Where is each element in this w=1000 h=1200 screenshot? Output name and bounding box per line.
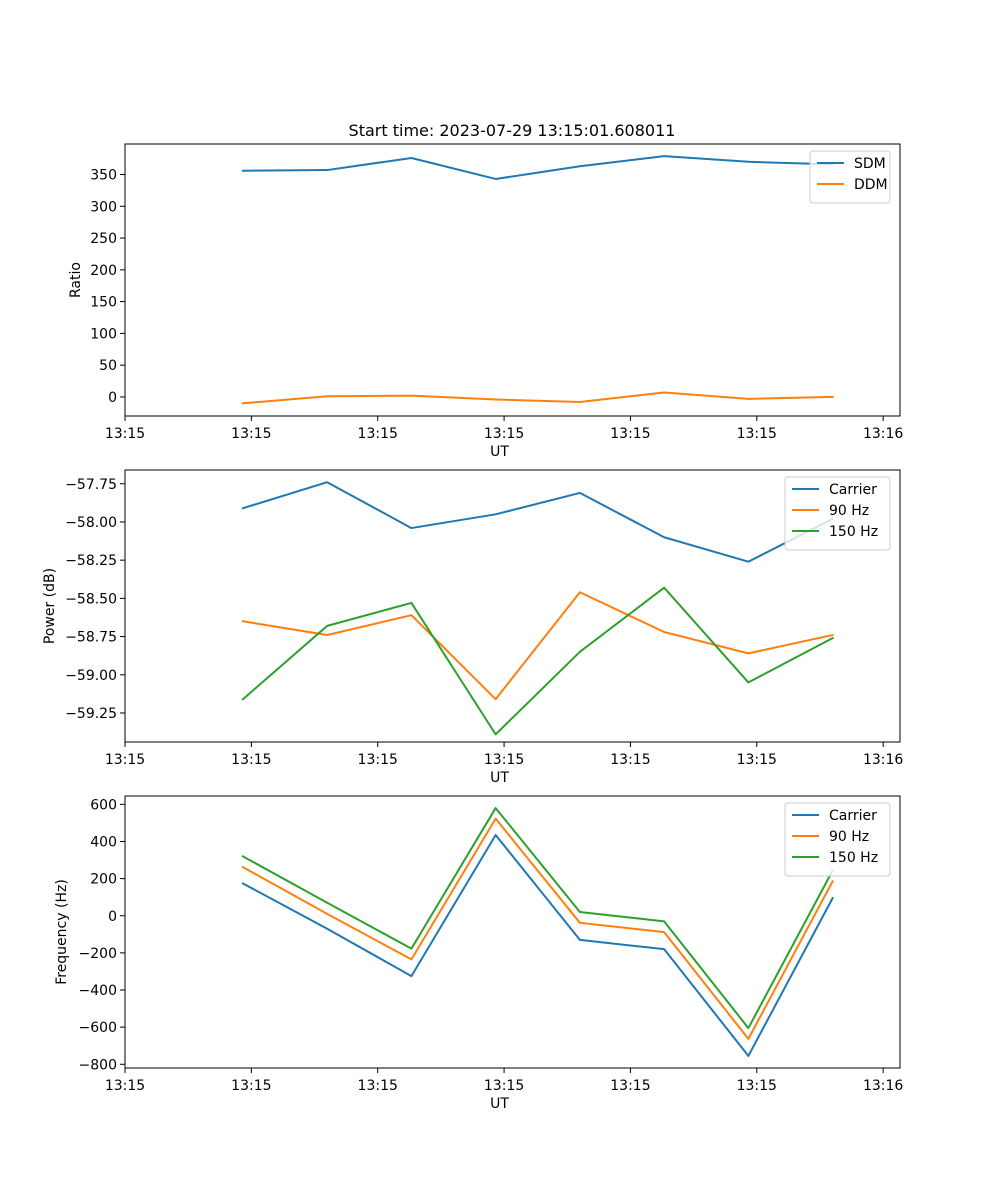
y-tick-label: −59.25 (65, 706, 117, 722)
y-axis-label: Ratio (68, 262, 84, 298)
y-tick-label: −58.75 (65, 630, 117, 646)
y-tick-label: 50 (99, 358, 117, 374)
y-tick-label: −57.75 (65, 477, 117, 493)
y-tick-label: 200 (90, 872, 117, 888)
y-tick-label: −59.00 (65, 668, 117, 684)
y-axis-label: Frequency (Hz) (54, 879, 70, 985)
x-tick-label: 13:15 (105, 752, 145, 768)
y-tick-label: −400 (79, 983, 117, 999)
y-tick-label: −600 (79, 1020, 117, 1036)
y-tick-label: 600 (90, 797, 117, 813)
series-line-150-hz (241, 807, 834, 1030)
series-line-sdm (241, 155, 834, 180)
x-tick-label: 13:15 (231, 426, 271, 442)
series-line-carrier (241, 481, 834, 563)
y-tick-label: 150 (90, 295, 117, 311)
x-tick-label: 13:15 (737, 752, 777, 768)
legend-label: 90 Hz (829, 829, 869, 845)
series-line-150-hz (241, 586, 834, 736)
legend-label: Carrier (829, 482, 877, 498)
legend-label: Carrier (829, 808, 877, 824)
x-tick-label: 13:15 (484, 752, 524, 768)
x-tick-label: 13:16 (863, 426, 903, 442)
axes-frame (124, 795, 901, 1069)
x-tick-label: 13:15 (105, 426, 145, 442)
legend: SDM DDM (809, 150, 891, 204)
x-tick-label: 13:15 (484, 1078, 524, 1094)
plots: 13:15 13:15 13:15 13:15 13:15 13:15 13:16 0 50 10… (42, 143, 903, 1112)
axes-frame (124, 469, 901, 743)
y-tick-label: −58.50 (65, 591, 117, 607)
x-tick-label: 13:15 (610, 1078, 650, 1094)
x-tick-label: 13:15 (358, 1078, 398, 1094)
x-axis-label: UT (490, 770, 509, 786)
subplot-2: 13:15 13:15 13:15 13:15 13:15 13:15 13:16 −59.2… (42, 469, 903, 786)
y-tick-label: 400 (90, 834, 117, 850)
legend-label: SDM (854, 156, 886, 172)
y-tick-label: 100 (90, 326, 117, 342)
subplot-3: 13:15 13:15 13:15 13:15 13:15 13:15 13:16 −800 −… (54, 795, 903, 1112)
x-tick-label: 13:15 (737, 426, 777, 442)
y-tick-label: 350 (90, 168, 117, 184)
series-line-90-hz (241, 817, 834, 1040)
y-tick-label: 300 (90, 199, 117, 215)
x-tick-label: 13:15 (737, 1078, 777, 1094)
x-tick-label: 13:15 (231, 752, 271, 768)
legend: Carrier 90 Hz 150 Hz (784, 802, 891, 877)
series-line-ddm (241, 391, 834, 405)
legend-label: DDM (854, 177, 888, 193)
x-tick-label: 13:16 (863, 1078, 903, 1094)
x-axis-label: UT (490, 444, 509, 460)
legend-label: 150 Hz (829, 850, 878, 866)
series-line-carrier (241, 833, 834, 1057)
figure-title: Start time: 2023-07-29 13:15:01.608011 (349, 121, 676, 140)
x-axis-label: UT (490, 1096, 509, 1112)
series-line-90-hz (241, 591, 834, 701)
y-tick-label: −58.00 (65, 515, 117, 531)
y-tick-label: −200 (79, 946, 117, 962)
x-tick-label: 13:16 (863, 752, 903, 768)
y-tick-label: 200 (90, 263, 117, 279)
legend-label: 150 Hz (829, 524, 878, 540)
subplot-1: 13:15 13:15 13:15 13:15 13:15 13:15 13:16 0 50 10… (68, 143, 903, 460)
y-tick-label: −58.25 (65, 553, 117, 569)
x-tick-label: 13:15 (610, 752, 650, 768)
y-tick-label: −800 (79, 1057, 117, 1073)
x-tick-label: 13:15 (231, 1078, 271, 1094)
x-tick-label: 13:15 (358, 752, 398, 768)
y-axis-label: Power (dB) (42, 568, 58, 644)
x-tick-label: 13:15 (610, 426, 650, 442)
x-tick-label: 13:15 (484, 426, 524, 442)
x-tick-label: 13:15 (105, 1078, 145, 1094)
legend-label: 90 Hz (829, 503, 869, 519)
axes-frame (124, 143, 901, 417)
y-tick-label: 0 (108, 909, 117, 925)
legend: Carrier 90 Hz 150 Hz (784, 476, 891, 551)
x-tick-label: 13:15 (358, 426, 398, 442)
y-tick-label: 250 (90, 231, 117, 247)
y-tick-label: 0 (108, 390, 117, 406)
